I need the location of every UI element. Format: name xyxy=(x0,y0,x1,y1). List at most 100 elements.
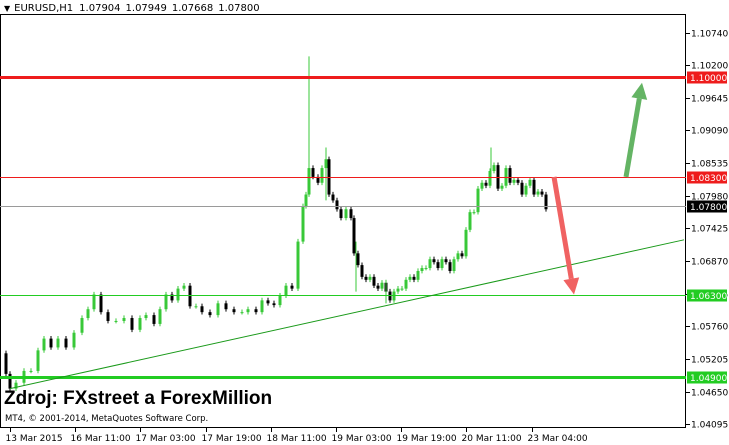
candle-body xyxy=(400,288,404,290)
x-tick-label: 17 Mar 03:00 xyxy=(136,434,196,444)
candle-body xyxy=(158,309,162,324)
candle-body xyxy=(484,182,488,186)
candle-body xyxy=(311,168,315,177)
candle-body xyxy=(8,373,12,389)
candle-body xyxy=(428,259,432,269)
candle-body xyxy=(49,338,53,348)
candle-body xyxy=(208,312,212,316)
candle-body xyxy=(36,350,40,371)
candle-body xyxy=(14,382,18,389)
candle-body xyxy=(500,185,504,189)
x-tick-label: 19 Mar 03:00 xyxy=(332,434,392,444)
candle-body xyxy=(200,306,204,313)
candle-body xyxy=(536,191,540,195)
level-label-box xyxy=(687,289,727,302)
candle-body xyxy=(224,303,228,310)
candle-body xyxy=(56,338,60,348)
candle-body xyxy=(504,168,508,186)
candle-body xyxy=(364,276,368,280)
candle-body xyxy=(492,165,496,172)
candle-body xyxy=(216,303,220,316)
y-tick-label: 1.08535 xyxy=(691,160,728,170)
candle-body xyxy=(80,318,84,333)
candle-body xyxy=(440,259,444,269)
x-tick-label: 20 Mar 11:00 xyxy=(462,434,522,444)
y-tick-label: 1.05205 xyxy=(691,356,728,366)
candle-body xyxy=(544,194,548,210)
trend-line xyxy=(9,239,685,390)
chevron-down-icon[interactable]: ▼ xyxy=(4,4,11,13)
up-arrow-shaft xyxy=(623,98,642,178)
candle-body xyxy=(339,209,343,219)
candle-body xyxy=(524,185,528,195)
candle-body xyxy=(130,318,134,330)
candle-body xyxy=(416,270,420,280)
candle-body xyxy=(516,179,520,183)
y-tick-label: 1.05760 xyxy=(691,323,728,333)
candle-body xyxy=(272,303,276,306)
quote-open: 1.07904 xyxy=(79,3,121,14)
candle-body xyxy=(460,253,464,257)
level-label-box xyxy=(687,371,727,384)
candle-body xyxy=(420,268,424,271)
candle-body xyxy=(182,285,186,289)
y-tick-label: 1.10200 xyxy=(691,62,728,72)
candle-body xyxy=(164,294,168,310)
candle-body xyxy=(532,179,536,195)
candle-body xyxy=(114,320,118,322)
candle-body xyxy=(412,276,416,280)
candle-body xyxy=(260,300,264,313)
candle-body xyxy=(452,259,456,271)
source-watermark: Zdroj: FXstreet a ForexMillion xyxy=(4,388,273,409)
candle-body xyxy=(122,318,126,321)
down-arrow-shaft xyxy=(551,176,574,280)
copyright-text: MT4, © 2001-2014, MetaQuotes Software Co… xyxy=(5,414,209,424)
candle-body xyxy=(444,259,448,263)
quote-close: 1.07800 xyxy=(218,3,260,14)
candle-body xyxy=(320,168,324,183)
candle-body xyxy=(106,312,110,321)
candle-body xyxy=(290,285,294,289)
candle-body xyxy=(408,276,412,280)
level-label: 1.08300 xyxy=(690,174,727,184)
candle-body xyxy=(335,200,339,210)
candle-body xyxy=(464,229,468,257)
candle-body xyxy=(376,285,380,289)
up-arrow-head xyxy=(631,82,648,100)
candle-body xyxy=(246,309,250,313)
candle-body xyxy=(432,259,436,263)
candle-body xyxy=(352,218,356,254)
candle-body xyxy=(488,171,492,186)
candle-body xyxy=(540,191,544,195)
y-tick-label: 1.09645 xyxy=(691,95,728,105)
candle-body xyxy=(301,206,305,242)
plot-frame xyxy=(0,14,686,428)
candle-body xyxy=(4,353,8,374)
candle-body xyxy=(356,253,360,266)
candle-body xyxy=(520,182,524,195)
level-label: 1.06300 xyxy=(690,292,727,302)
level-label-box xyxy=(687,71,727,84)
x-tick-label: 23 Mar 04:00 xyxy=(528,434,588,444)
candle-body xyxy=(296,241,300,289)
candle-body xyxy=(86,309,90,319)
candle-body xyxy=(278,295,282,306)
candle-body xyxy=(396,288,400,292)
candle-body xyxy=(468,212,472,230)
x-tick-label: 18 Mar 11:00 xyxy=(267,434,327,444)
candle-body xyxy=(360,265,364,277)
candle-body xyxy=(152,315,156,324)
y-tick-label: 1.09090 xyxy=(691,127,728,137)
candle-body xyxy=(232,309,236,313)
candle-body xyxy=(64,338,68,348)
down-arrow-head xyxy=(563,277,580,295)
y-tick-label: 1.07425 xyxy=(691,225,728,235)
candle-body xyxy=(284,285,288,296)
candle-body xyxy=(472,212,476,214)
level-label-box xyxy=(687,171,727,184)
y-tick-label: 1.10740 xyxy=(691,30,728,40)
candle-body xyxy=(528,179,532,186)
candle-body xyxy=(327,159,331,195)
candle-body xyxy=(508,168,512,183)
